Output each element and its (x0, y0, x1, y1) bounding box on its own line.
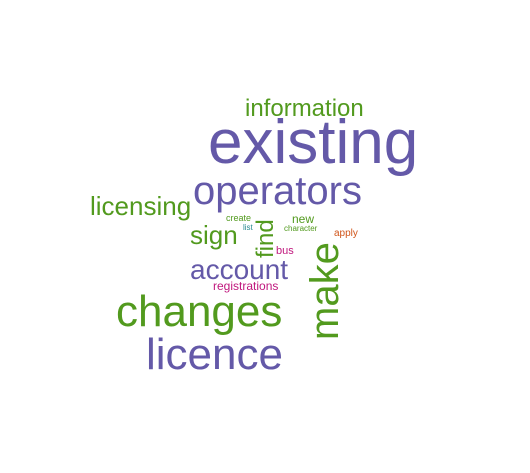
word-changes: changes (116, 287, 283, 336)
word-list: list (243, 223, 253, 232)
word-apply: apply (334, 228, 358, 239)
word-character: character (284, 224, 318, 233)
word-licensing: licensing (90, 191, 192, 221)
word-new: new (292, 212, 315, 226)
word-create: create (226, 213, 252, 223)
word-sign: sign (190, 220, 238, 250)
word-find: find (252, 219, 279, 258)
word-bus: bus (276, 245, 294, 257)
word-account: account (190, 254, 289, 285)
word-information: information (245, 95, 364, 122)
word-operators: operators (193, 169, 362, 213)
word-make: make (303, 242, 347, 340)
word-licence: licence (146, 330, 283, 379)
word-existing: existing (208, 108, 419, 177)
word-registrations: registrations (213, 279, 279, 293)
